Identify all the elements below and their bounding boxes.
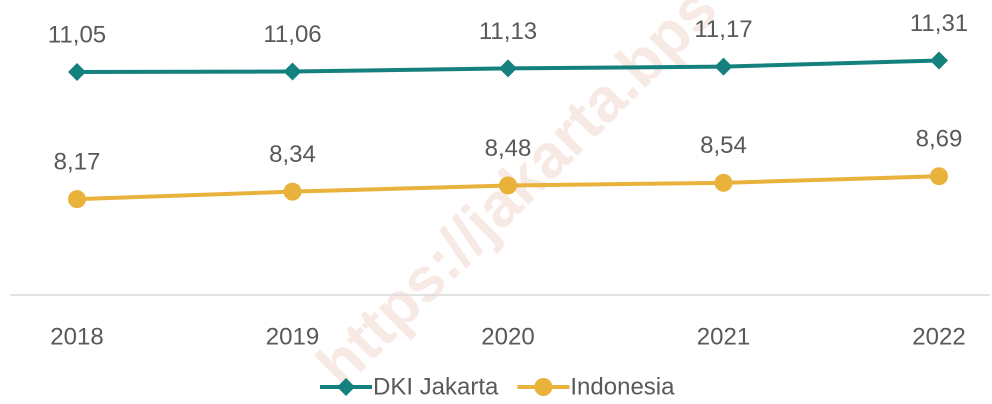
- marker: [337, 378, 355, 396]
- x-tick-label: 2018: [50, 323, 103, 350]
- data-label: 8,69: [916, 126, 963, 153]
- x-tick-label: 2021: [697, 323, 750, 350]
- legend-label: Indonesia: [570, 373, 675, 400]
- marker: [930, 167, 948, 186]
- marker: [283, 62, 302, 81]
- marker: [714, 57, 733, 76]
- data-label: 11,13: [479, 18, 537, 45]
- marker: [68, 62, 86, 81]
- marker: [499, 176, 517, 195]
- data-label: 11,06: [263, 21, 321, 48]
- marker: [714, 173, 733, 192]
- marker: [68, 190, 86, 209]
- x-tick-label: 2022: [912, 323, 965, 350]
- legend-item: DKI Jakarta: [320, 373, 499, 400]
- data-label: 8,17: [54, 149, 101, 176]
- data-label: 11,17: [694, 16, 752, 43]
- marker: [930, 51, 948, 70]
- marker: [499, 59, 517, 78]
- legend-item: Indonesia: [517, 373, 675, 400]
- marker: [283, 182, 302, 201]
- x-tick-label: 2019: [266, 323, 319, 350]
- data-label: 8,54: [700, 132, 747, 159]
- data-label: 11,05: [48, 21, 106, 48]
- data-label: 11,31: [910, 10, 968, 37]
- legend-label: DKI Jakarta: [373, 373, 499, 400]
- data-label: 8,34: [269, 141, 316, 168]
- data-label: 8,48: [485, 135, 532, 162]
- marker: [534, 378, 553, 396]
- x-tick-label: 2020: [481, 323, 534, 350]
